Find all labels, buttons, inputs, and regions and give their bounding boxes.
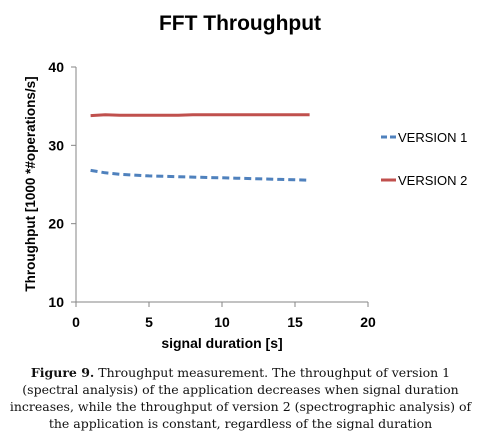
- y-tick-label: 10: [48, 294, 64, 310]
- chart-title: FFT Throughput: [159, 12, 321, 35]
- version-1-legend-label: VERSION 1: [398, 130, 467, 145]
- caption-text: Throughput measurement. The throughput o…: [9, 365, 472, 431]
- y-axis-label: Throughput [1000 *#operations/s]: [23, 76, 38, 291]
- x-tick-label: 10: [214, 314, 230, 330]
- x-tick-label: 15: [287, 314, 303, 330]
- y-tick-label: 40: [48, 59, 64, 75]
- caption-label: Figure 9.: [30, 365, 95, 380]
- x-axis-label: signal duration [s]: [161, 335, 282, 351]
- x-tick-group: 0 5 10 15 20: [72, 302, 376, 330]
- x-tick-label: 0: [72, 314, 80, 330]
- x-tick-label: 5: [145, 314, 153, 330]
- y-tick-label: 20: [48, 216, 64, 232]
- version-2-legend-label: VERSION 2: [398, 173, 467, 188]
- y-tick-group: 10 20 30 40: [48, 59, 76, 310]
- series-lines: [90, 113, 310, 182]
- y-tick-label: 30: [48, 137, 64, 153]
- x-tick-label: 20: [360, 314, 376, 330]
- figure-caption: Figure 9. Throughput measurement. The th…: [8, 364, 473, 432]
- version-1-line: [90, 168, 310, 182]
- version-2-line: [90, 113, 310, 118]
- fft-throughput-chart: FFT Throughput 10 20 30 40 0 5 10 15 20 Through…: [23, 12, 467, 351]
- legend: VERSION 1 VERSION 2: [381, 130, 467, 188]
